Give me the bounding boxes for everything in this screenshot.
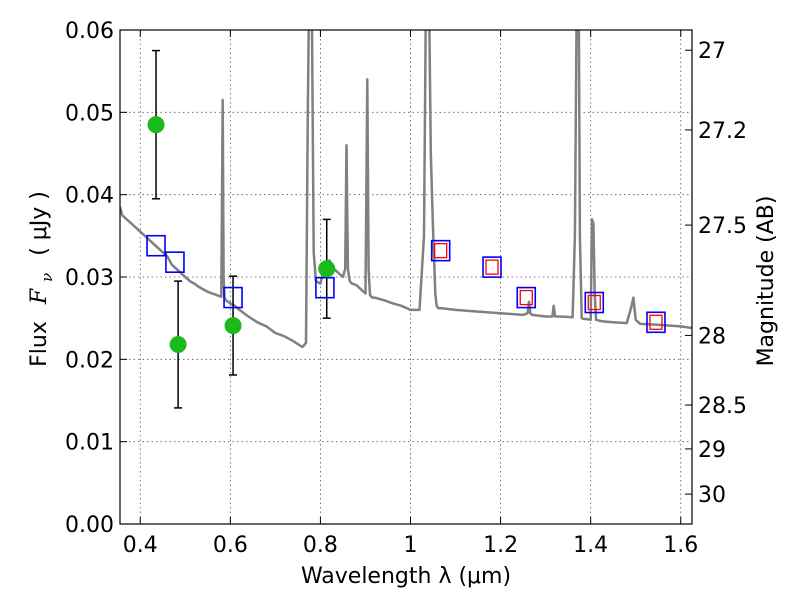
- observed-point: [169, 336, 187, 354]
- y2-axis-label: Magnitude (AB): [754, 196, 779, 367]
- y-tick-label: 0.02: [65, 348, 114, 373]
- model-point-inner: [485, 259, 499, 275]
- model-point-box: [646, 311, 666, 334]
- grid: [120, 29, 692, 525]
- x-tick-label: 0.4: [123, 533, 158, 558]
- x-tick-label: 1.2: [483, 533, 518, 558]
- y-axis-label-subscript: ν: [38, 273, 56, 282]
- x-tick-label: 0.8: [303, 533, 338, 558]
- model-point-inner: [434, 243, 448, 259]
- model-photometry: [146, 234, 666, 334]
- y-axis-label: Flux F ν ( μJy ): [27, 191, 58, 367]
- model-point-box: [223, 286, 243, 309]
- model-point-inner: [649, 314, 663, 330]
- spectrum-line: [120, 30, 692, 349]
- model-point-box: [165, 251, 185, 273]
- axis-ticks: 0.4 0.6 0.8 1 1.2 1.4 1.6 0.00 0.01 0.02 0.03 0.04 0…: [65, 19, 747, 558]
- y-axis-label-suffix: ( μJy ): [27, 191, 52, 256]
- model-point-inner: [519, 289, 533, 306]
- y-tick-label: 0.06: [65, 19, 114, 44]
- y-tick-label: 0.01: [65, 431, 114, 456]
- x-tick-label: 0.6: [213, 533, 248, 558]
- model-point-box: [584, 291, 605, 314]
- y2-tick-label: 27: [698, 39, 726, 64]
- y-axis-label-symbol: F: [27, 288, 52, 305]
- observed-point: [318, 260, 336, 278]
- error-bars: [152, 49, 331, 409]
- y2-tick-label: 27.2: [698, 119, 747, 144]
- x-axis-label: Wavelength λ (μm): [301, 564, 511, 589]
- y-tick-label: 0.04: [65, 184, 114, 209]
- model-spectrum: [120, 30, 692, 349]
- x-tick-label: 1.6: [663, 533, 698, 558]
- y-tick-label: 0.03: [65, 266, 114, 291]
- model-point-inner: [587, 294, 601, 311]
- y-tick-label: 0.05: [65, 101, 114, 126]
- y2-tick-label: 29: [698, 438, 726, 463]
- y-axis-label-prefix: Flux: [27, 321, 52, 367]
- x-tick-label: 1.4: [573, 533, 608, 558]
- model-point-box: [482, 256, 502, 278]
- observed-photometry: [147, 116, 336, 354]
- observed-point: [147, 116, 165, 134]
- y2-tick-label: 27.5: [698, 214, 747, 239]
- x-tick-label: 1: [404, 533, 418, 558]
- model-point-box: [146, 234, 166, 257]
- model-point-box: [516, 286, 537, 309]
- y2-tick-label: 28: [698, 324, 726, 349]
- model-point-box: [430, 239, 451, 262]
- y2-tick-label: 30: [698, 483, 726, 508]
- observed-point: [224, 317, 242, 335]
- y-tick-label: 0.00: [65, 513, 114, 538]
- y2-tick-label: 28.5: [698, 394, 747, 419]
- model-point-box: [315, 276, 335, 299]
